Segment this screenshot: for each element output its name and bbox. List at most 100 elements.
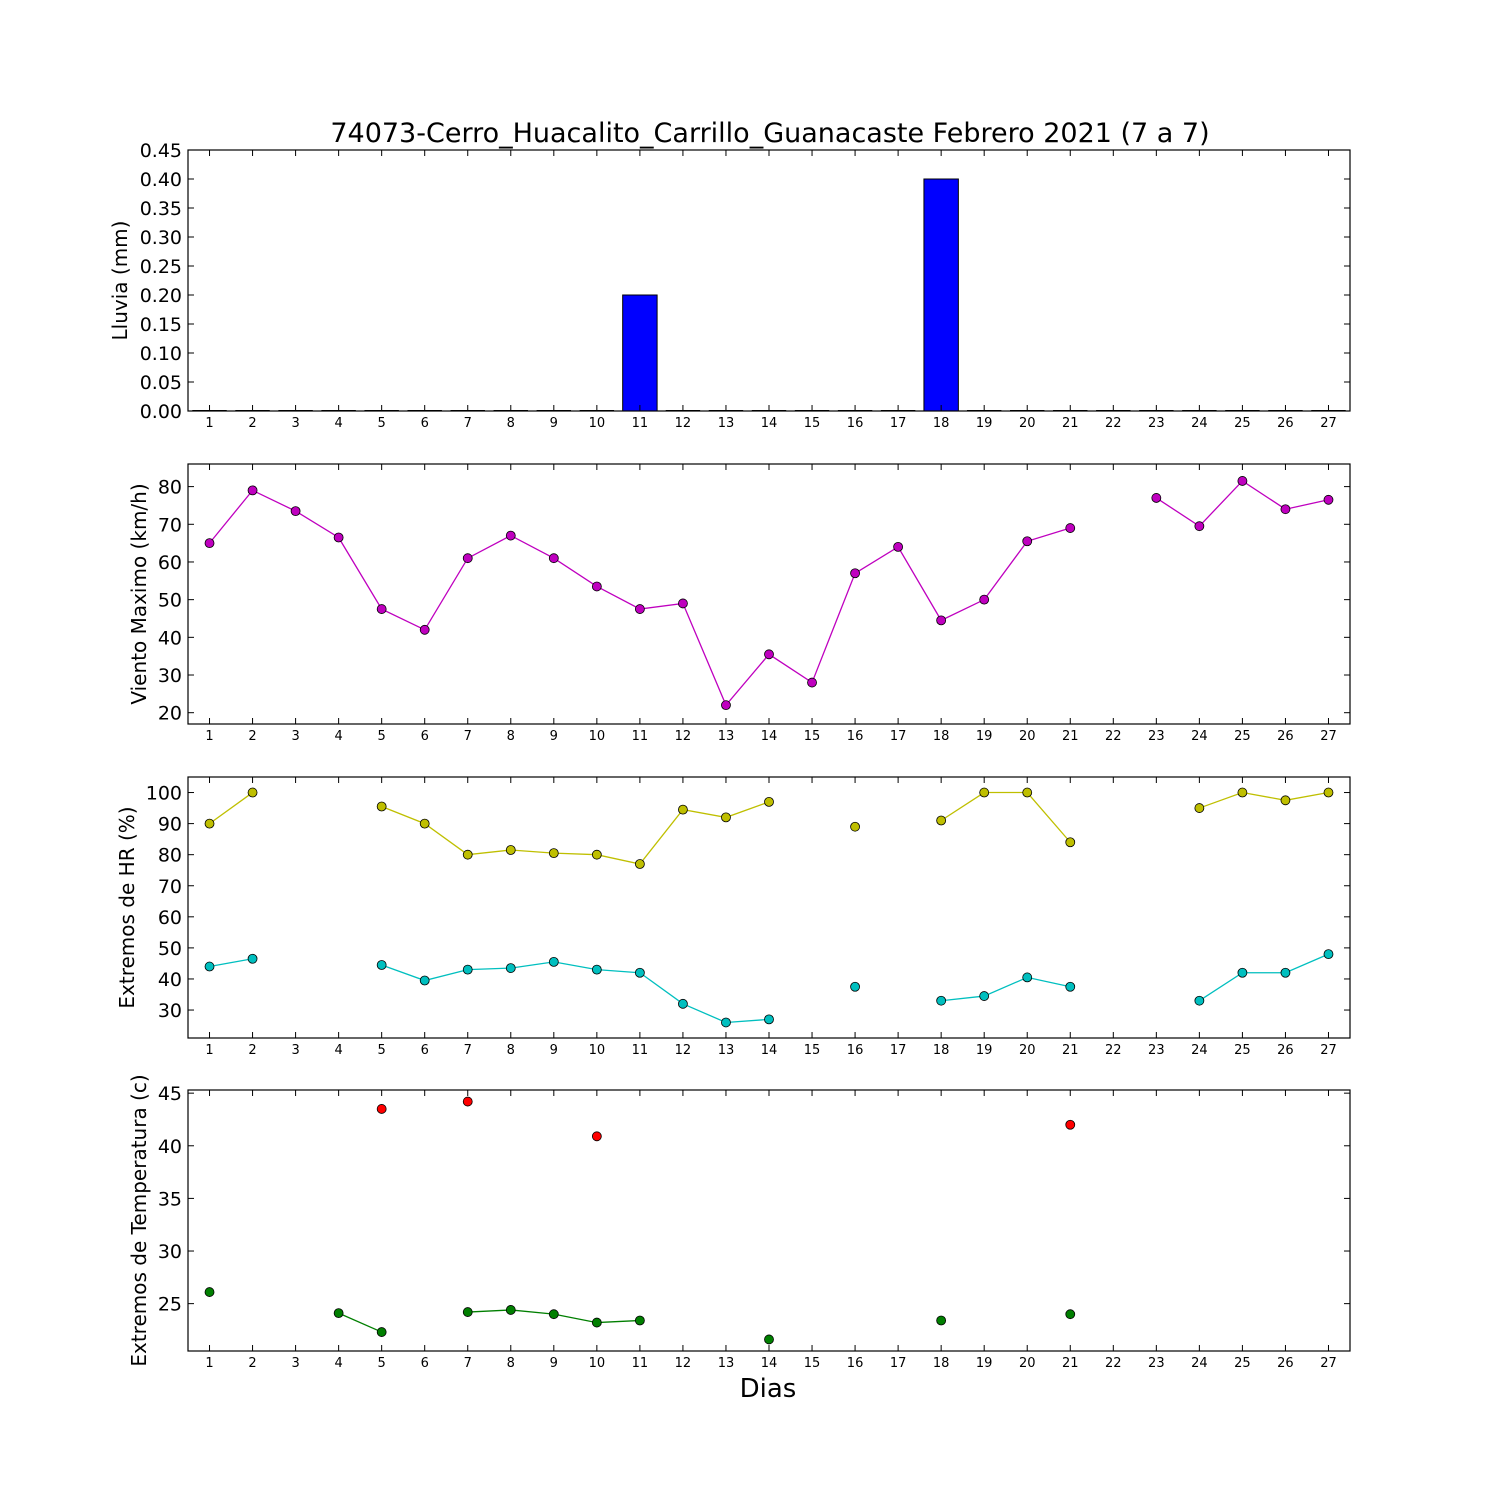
panels: 1 2 3 4 5 6 7 8 9 10 11 12 13 14 15 16 17 18 19 20 21 22 23 24 2… bbox=[108, 140, 1351, 1371]
x-tick-label: 10 bbox=[589, 1043, 606, 1058]
data-point bbox=[204, 538, 215, 549]
data-point bbox=[721, 700, 731, 711]
data-point bbox=[764, 796, 774, 807]
series bbox=[204, 476, 1334, 711]
x-tick-label: 1 bbox=[205, 416, 213, 431]
data-point bbox=[548, 848, 559, 859]
y-tick-label: 50 bbox=[158, 590, 182, 612]
y-tick-label: 30 bbox=[158, 1241, 182, 1263]
y-tick-label: 60 bbox=[158, 552, 182, 574]
x-tick-label: 21 bbox=[1062, 729, 1079, 744]
x-tick-label: 26 bbox=[1277, 416, 1294, 431]
x-axis-label: Dias bbox=[740, 1374, 797, 1404]
y-tick-label: 0.00 bbox=[140, 401, 182, 423]
data-point bbox=[548, 1309, 559, 1320]
x-tick-label: 25 bbox=[1234, 1356, 1251, 1371]
data-point bbox=[591, 581, 602, 592]
x-tick-label: 9 bbox=[550, 1043, 558, 1058]
x-tick-label: 24 bbox=[1191, 729, 1208, 744]
data-point bbox=[678, 598, 688, 609]
y-tick-label: 0.40 bbox=[140, 169, 182, 191]
x-tick-label: 14 bbox=[761, 1356, 778, 1371]
series bbox=[204, 787, 1334, 869]
data-point bbox=[1237, 476, 1248, 486]
data-point bbox=[1237, 787, 1248, 798]
data-point bbox=[548, 956, 559, 967]
x-tick-label: 5 bbox=[378, 1043, 386, 1058]
x-tick-label: 23 bbox=[1148, 729, 1165, 744]
data-point bbox=[505, 963, 516, 973]
x-tick-label: 12 bbox=[675, 1043, 692, 1058]
y-tick-label: 0.35 bbox=[140, 198, 182, 220]
x-tick-label: 6 bbox=[421, 416, 429, 431]
data-point bbox=[333, 1308, 344, 1319]
x-tick-label: 15 bbox=[804, 1356, 821, 1371]
x-tick-label: 19 bbox=[976, 416, 993, 431]
data-point bbox=[1022, 787, 1033, 798]
x-tick-label: 4 bbox=[334, 1043, 342, 1058]
y-tick-label: 0.15 bbox=[140, 314, 182, 336]
data-point bbox=[678, 998, 688, 1009]
data-point bbox=[591, 1317, 602, 1328]
y-tick-label: 40 bbox=[158, 1136, 182, 1158]
data-point bbox=[936, 615, 947, 626]
y-axis-label: Lluvia (mm) bbox=[108, 221, 132, 341]
data-point bbox=[333, 532, 344, 543]
y-tick-label: 60 bbox=[158, 907, 182, 929]
y-tick-label: 70 bbox=[158, 514, 182, 536]
data-point bbox=[893, 541, 904, 552]
y-tick-label: 0.30 bbox=[140, 227, 182, 249]
series-line bbox=[381, 801, 770, 865]
x-tick-label: 6 bbox=[421, 729, 429, 744]
chart-title: 74073-Cerro_Huacalito_Carrillo_Guanacast… bbox=[330, 118, 1209, 149]
data-point bbox=[850, 981, 860, 992]
x-tick-label: 26 bbox=[1277, 1043, 1294, 1058]
series-line bbox=[209, 792, 253, 825]
data-point bbox=[1151, 493, 1162, 503]
bar bbox=[923, 178, 959, 412]
x-tick-label: 20 bbox=[1019, 729, 1036, 744]
data-point bbox=[1194, 803, 1205, 813]
data-point bbox=[505, 1305, 516, 1315]
y-axis-label: Extremos de HR (%) bbox=[115, 806, 139, 1008]
data-point bbox=[936, 995, 947, 1006]
y-tick-label: 0.20 bbox=[140, 285, 182, 307]
data-point bbox=[1280, 504, 1291, 515]
x-tick-label: 9 bbox=[550, 1356, 558, 1371]
data-point bbox=[979, 787, 990, 798]
series-line bbox=[941, 976, 1071, 1002]
data-point bbox=[634, 859, 645, 869]
data-point bbox=[204, 818, 215, 829]
data-point bbox=[591, 964, 602, 975]
x-tick-label: 4 bbox=[334, 729, 342, 744]
data-point bbox=[678, 804, 688, 815]
data-point bbox=[936, 815, 947, 826]
y-tick-label: 30 bbox=[158, 665, 182, 687]
data-point bbox=[1065, 1119, 1076, 1130]
x-tick-label: 13 bbox=[718, 416, 735, 431]
x-tick-label: 10 bbox=[589, 729, 606, 744]
x-tick-label: 21 bbox=[1062, 416, 1079, 431]
data-point bbox=[462, 849, 473, 860]
x-tick-label: 16 bbox=[847, 1043, 864, 1058]
x-tick-label: 5 bbox=[378, 1356, 386, 1371]
x-tick-label: 24 bbox=[1191, 416, 1208, 431]
x-tick-label: 10 bbox=[589, 1356, 606, 1371]
data-point bbox=[419, 818, 430, 829]
x-tick-label: 25 bbox=[1234, 416, 1251, 431]
x-tick-label: 16 bbox=[847, 416, 864, 431]
x-tick-label: 13 bbox=[718, 1356, 735, 1371]
x-tick-label: 3 bbox=[291, 1356, 299, 1371]
data-point bbox=[1022, 972, 1033, 983]
y-tick-label: 45 bbox=[158, 1083, 182, 1105]
x-tick-label: 21 bbox=[1062, 1043, 1079, 1058]
data-point bbox=[1022, 536, 1033, 547]
data-point bbox=[591, 1131, 602, 1142]
data-point bbox=[1065, 1309, 1076, 1320]
x-tick-label: 20 bbox=[1019, 1043, 1036, 1058]
x-tick-label: 13 bbox=[718, 729, 735, 744]
series-line bbox=[381, 961, 770, 1024]
data-point bbox=[764, 649, 774, 660]
series-line bbox=[1199, 791, 1329, 809]
data-point bbox=[721, 1017, 731, 1028]
